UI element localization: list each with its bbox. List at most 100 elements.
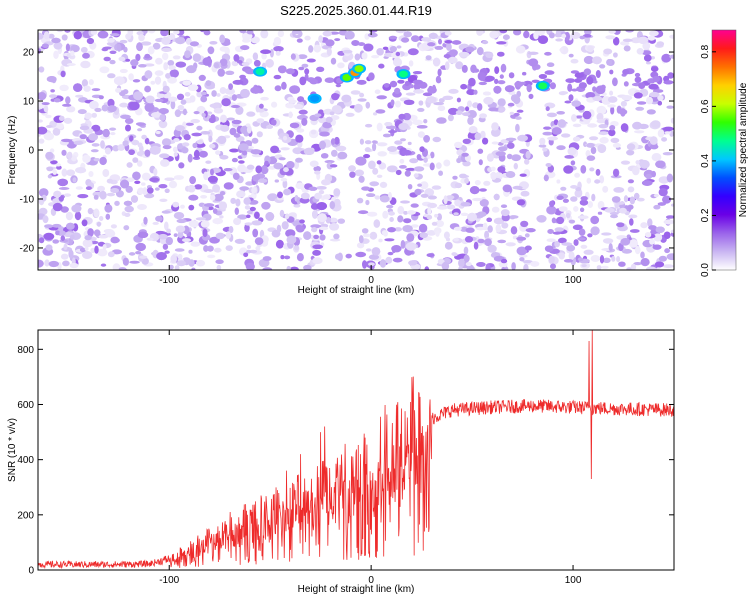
heatmap-cell (379, 259, 387, 268)
heatmap-cell (44, 224, 54, 229)
heatmap-cell (46, 166, 54, 172)
heatmap-cell (172, 201, 180, 208)
heatmap-cell (579, 35, 586, 40)
heatmap-cell (620, 108, 626, 117)
heatmap-cell (187, 153, 193, 163)
heatmap-cell (331, 138, 336, 145)
heatmap-cell (371, 247, 381, 256)
heatmap-cell (477, 148, 484, 154)
heatmap-cell (158, 184, 168, 189)
heatmap-cell (494, 66, 500, 74)
heatmap-cell (120, 114, 131, 120)
heatmap-cell (596, 105, 607, 115)
heatmap-cell (129, 135, 134, 142)
heatmap-cell (621, 95, 633, 101)
heatmap-cell (570, 196, 578, 202)
heatmap-cell (446, 43, 452, 51)
heatmap-cell (665, 215, 674, 219)
heatmap-cell (403, 31, 412, 38)
heatmap-cell (344, 30, 355, 40)
heatmap-cell (412, 79, 423, 85)
heatmap-cell (394, 227, 403, 232)
heatmap-cell (233, 217, 242, 226)
heatmap-cell (596, 265, 602, 270)
heatmap-cell (527, 51, 539, 55)
heatmap-cell (128, 73, 134, 81)
heatmap-cell (146, 237, 154, 241)
heatmap-cell (549, 82, 557, 90)
heatmap-cell (173, 30, 180, 35)
heatmap-cell (256, 131, 263, 138)
colorbar-tick-label: 0.0 (700, 263, 711, 277)
heatmap-cell (314, 113, 322, 117)
heatmap-cell (281, 81, 287, 90)
heatmap-cell (73, 140, 84, 145)
heatmap-cell (161, 138, 172, 147)
heatmap-cell (455, 61, 464, 70)
heatmap-cell (547, 229, 554, 234)
heatmap-cell (101, 47, 109, 52)
heatmap-cell (238, 160, 245, 164)
heatmap-cell (174, 265, 180, 270)
heatmap-cell (135, 251, 142, 255)
heatmap-cell (456, 97, 461, 103)
heatmap-cell (177, 253, 183, 260)
heatmap-cell (635, 160, 640, 165)
heatmap-cell (240, 88, 250, 98)
heatmap-cell (520, 190, 530, 197)
heatmap-cell (512, 235, 518, 240)
heatmap-cell (620, 41, 630, 46)
heatmap-cell (190, 241, 201, 247)
heatmap-cell (376, 142, 388, 147)
heatmap-cell (548, 32, 555, 39)
heatmap-cell (443, 159, 451, 167)
heatmap-cell (167, 60, 175, 66)
heatmap-cell (308, 186, 318, 191)
heatmap-cell (636, 48, 644, 55)
heatmap-cell (128, 149, 136, 156)
heatmap-cell (388, 211, 395, 216)
heatmap-cell (190, 119, 200, 124)
heatmap-cell (518, 254, 528, 258)
heatmap-cell (566, 244, 576, 252)
heatmap-cell (172, 146, 178, 153)
heatmap-cell (175, 37, 186, 45)
heatmap-cell (456, 149, 464, 156)
heatmap-cell (386, 204, 394, 209)
heatmap-cell (203, 189, 214, 193)
heatmap-cell (43, 232, 55, 240)
heatmap-cell (580, 165, 587, 174)
heatmap-cell (158, 120, 168, 129)
heatmap-cell (252, 174, 261, 182)
heatmap-cell (122, 140, 129, 147)
heatmap-cell (459, 173, 467, 179)
heatmap-cell (285, 68, 295, 75)
heatmap-cell (501, 267, 506, 270)
heatmap-cell (418, 223, 428, 233)
heatmap-cell (236, 60, 243, 64)
heatmap-cell (251, 137, 259, 144)
heatmap-cell (528, 58, 539, 67)
heatmap-cell (419, 232, 428, 239)
heatmap-cell (234, 238, 246, 244)
heatmap-cell (583, 68, 592, 76)
heatmap-cell (630, 263, 637, 270)
heatmap-cell (537, 35, 549, 44)
heatmap-cell (531, 79, 540, 84)
heatmap-cell (165, 237, 173, 245)
heatmap-cell (224, 88, 236, 95)
heatmap-cell (363, 154, 371, 159)
heatmap-cell (278, 157, 286, 161)
heatmap-cell (369, 231, 378, 240)
snr-frame (37, 329, 675, 571)
colorbar-label: Normalized spectral amplitude (738, 82, 749, 217)
heatmap-cell (342, 49, 353, 54)
heatmap-cell (477, 103, 483, 111)
heatmap-cell (655, 226, 665, 233)
heatmap-cell (73, 31, 82, 40)
heatmap-cell (652, 244, 662, 250)
heatmap-cell (93, 208, 100, 218)
heatmap-cell (329, 111, 335, 116)
heatmap-cell (205, 160, 212, 164)
heatmap-cell (452, 175, 458, 180)
